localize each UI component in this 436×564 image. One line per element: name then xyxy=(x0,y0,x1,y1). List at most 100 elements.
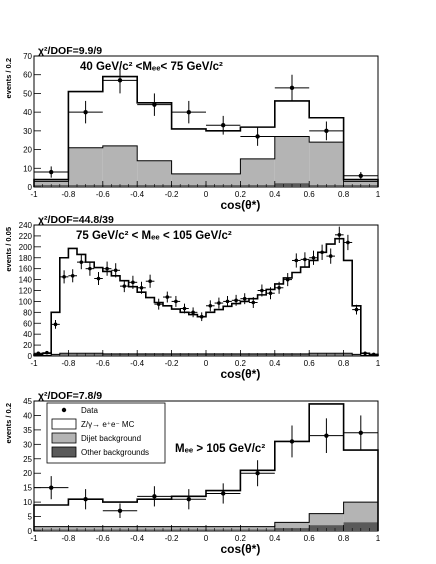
data-marker xyxy=(186,497,191,502)
legend-swatch xyxy=(51,432,77,444)
data-marker xyxy=(354,307,359,312)
y-tick-label: 60 xyxy=(23,71,32,80)
data-marker xyxy=(174,299,178,304)
data-marker xyxy=(251,300,256,305)
dijet-bar xyxy=(274,522,310,531)
data-point xyxy=(188,307,198,318)
dijet-outline xyxy=(33,501,379,531)
fit-label: χ²/DOF=44.8/39 xyxy=(38,214,114,226)
data-marker xyxy=(88,266,92,271)
data-point xyxy=(206,115,241,135)
data-point xyxy=(120,280,129,293)
x-tick-label: 0 xyxy=(204,359,209,368)
data-point xyxy=(352,304,361,315)
other-background-bar xyxy=(257,354,267,356)
data-marker xyxy=(268,291,273,296)
other-background-bar xyxy=(102,354,112,356)
other-background-bar xyxy=(231,354,241,356)
y-tick-label: 60 xyxy=(23,319,32,328)
dijet-bar xyxy=(102,145,138,187)
data-marker xyxy=(148,279,152,284)
data-marker xyxy=(311,255,316,260)
data-marker xyxy=(117,78,123,83)
other-background-bar xyxy=(343,354,353,356)
y-tick-label: 40 xyxy=(23,330,32,339)
x-tick-label: 1 xyxy=(376,534,381,543)
data-marker xyxy=(346,240,350,245)
data-marker xyxy=(113,268,118,273)
data-marker xyxy=(156,302,161,306)
other-background-bar xyxy=(309,354,318,356)
data-point xyxy=(154,298,163,310)
x-tick-label: 0.6 xyxy=(304,359,316,368)
other-background-bar xyxy=(352,354,361,356)
data-marker xyxy=(289,439,295,444)
x-tick-label: -0.8 xyxy=(62,359,76,368)
data-marker xyxy=(234,298,238,303)
x-tick-label: 0.2 xyxy=(235,359,247,368)
data-point xyxy=(102,67,138,94)
chart-panel-1: 0 10 20 30 40 50 60 70 -1 -0.8 -0.6 -0.4 -0.2 0 0.2 0.4… xyxy=(4,45,381,212)
other-background-bar xyxy=(214,354,224,356)
other-background-bar xyxy=(283,354,292,356)
data-marker xyxy=(139,285,144,290)
data-point xyxy=(283,273,292,287)
other-background-bar xyxy=(128,354,138,356)
x-tick-label: 0.4 xyxy=(269,534,281,543)
x-tick-label: -0.6 xyxy=(96,359,110,368)
other-background-bar xyxy=(266,354,275,356)
x-tick-label: -0.8 xyxy=(62,534,76,543)
data-point xyxy=(59,270,69,284)
fit-label: χ²/DOF=7.8/9 xyxy=(38,390,102,402)
y-tick-label: 70 xyxy=(23,52,32,61)
y-tick-label: 15 xyxy=(23,484,32,493)
y-tick-label: 0 xyxy=(28,352,33,361)
mass-range-annotation: Mₑₑ > 105 GeV/c² xyxy=(175,443,265,455)
data-point xyxy=(214,297,224,309)
data-marker xyxy=(83,109,88,115)
data-point xyxy=(206,483,241,504)
other-background-bar xyxy=(163,354,172,356)
data-marker xyxy=(131,280,135,285)
other-background-bar xyxy=(317,354,327,356)
dijet-bar xyxy=(274,136,310,187)
other-background-bar xyxy=(292,354,301,356)
data-point xyxy=(171,489,206,510)
y-tick-label: 50 xyxy=(23,89,32,98)
data-point xyxy=(257,284,267,297)
x-tick-label: -0.6 xyxy=(96,534,110,543)
data-marker xyxy=(242,296,247,301)
legend-marker xyxy=(61,407,67,413)
y-tick-label: 120 xyxy=(19,287,33,296)
other-background-bar xyxy=(171,354,181,356)
data-marker xyxy=(45,350,49,355)
dijet-bar xyxy=(137,160,172,187)
x-tick-label: -0.6 xyxy=(96,190,110,199)
data-point xyxy=(111,263,120,278)
data-point xyxy=(266,287,275,300)
data-point xyxy=(197,312,206,322)
data-marker xyxy=(199,314,204,319)
y-tick-label: 20 xyxy=(23,146,32,155)
data-point xyxy=(240,127,275,146)
other-background-bar xyxy=(111,354,120,356)
data-marker xyxy=(221,491,226,496)
y-tick-label: 25 xyxy=(23,455,32,464)
y-tick-label: 20 xyxy=(23,469,32,478)
chart-panel-3: 0 5 10 15 20 25 30 35 40 45 -1 -0.8 -0.6 -0.4 -0.2 0 0.2… xyxy=(4,390,381,556)
other-background-bar xyxy=(326,354,335,356)
y-tick-label: 20 xyxy=(23,341,32,350)
y-tick-label: 100 xyxy=(19,297,33,306)
legend-label: Other backgrounds xyxy=(81,448,149,457)
legend-label: Dijet background xyxy=(81,434,141,443)
y-tick-label: 10 xyxy=(23,498,32,507)
data-point xyxy=(163,291,172,303)
data-marker xyxy=(320,250,324,255)
other-background-bar xyxy=(145,354,155,356)
data-point xyxy=(102,503,138,518)
data-marker xyxy=(358,430,363,435)
data-marker xyxy=(83,497,88,502)
data-marker xyxy=(182,306,187,311)
data-marker xyxy=(285,277,290,282)
